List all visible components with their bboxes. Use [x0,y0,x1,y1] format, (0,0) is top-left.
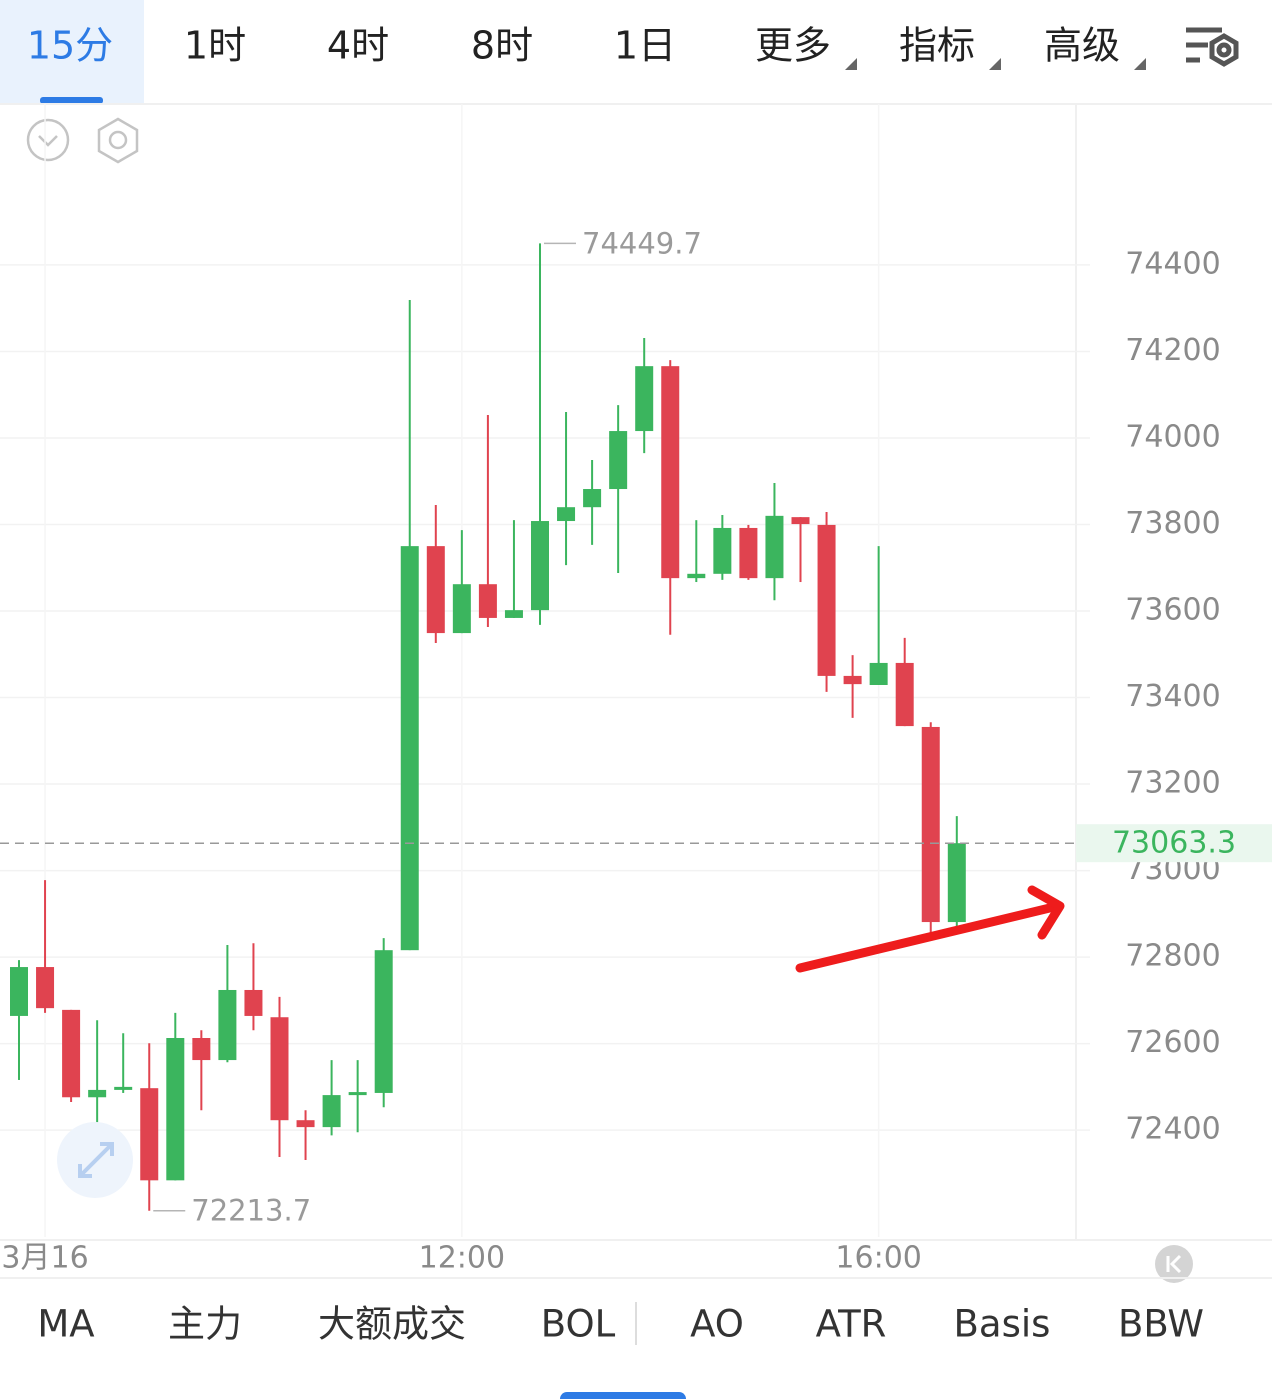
last-price-box [1076,824,1272,863]
candle-body [609,431,628,490]
y-tick-label: 73800 [1125,506,1220,541]
indicator-tabs: MA 主力 大额成交 BOL AO ATR Basis BBW [37,1303,1204,1346]
indicator-tab[interactable]: BOL [541,1303,616,1346]
timeframe-tab[interactable]: 8时 [471,24,533,68]
candle-body [713,527,732,574]
x-tick-label: 3月16 [1,1241,88,1276]
indicator-tab[interactable]: 主力 [168,1303,242,1346]
candle-body [687,573,706,579]
selected-tab-bg [0,0,144,104]
indicator-tab[interactable]: ATR [816,1303,887,1346]
candle-body [348,1092,367,1096]
candle-body [426,546,445,634]
plot: 74449.7 72213.7 73063.3 [0,226,1272,1228]
candle-body [192,1038,211,1061]
candle-body [140,1088,159,1181]
indicator-tab[interactable]: Basis [954,1303,1051,1346]
candle-body [869,662,888,685]
timeframe-tab[interactable]: 1日 [614,24,676,68]
x-tick-label: 16:00 [835,1241,921,1276]
low-label: 72213.7 [191,1194,311,1228]
candle-body [843,675,862,685]
y-tick-label: 74200 [1125,333,1220,368]
indicator-tab[interactable]: AO [690,1303,744,1346]
candle-body [10,967,28,1016]
y-tick-label: 72800 [1125,939,1220,974]
candle-body [166,1038,185,1181]
candle-body [374,950,393,1093]
candle-body [661,366,680,579]
candle-body [452,584,471,634]
candle-body [218,989,237,1061]
candle-body [270,1017,289,1121]
candle-body [531,521,549,611]
home-indicator [560,1392,686,1399]
candle-body [244,989,263,1016]
x-tick-label: 12:00 [419,1241,505,1276]
y-tick-label: 74000 [1125,419,1220,454]
y-tick-label: 74400 [1125,246,1220,281]
candle-body [504,610,523,618]
y-tick-label: 73400 [1125,679,1220,714]
candle-body [817,524,836,676]
timeframe-tabs: 15分 1时 4时 8时 1日 更多 指标 高级 [27,24,1146,70]
indicator-tab[interactable]: BBW [1118,1303,1204,1346]
candle-body [765,515,784,579]
candle-body [895,662,914,727]
candle-body [88,1089,107,1098]
candle-body [739,527,758,579]
timeframe-tab[interactable]: 1时 [184,24,246,68]
candle-body [478,584,497,618]
candle-body [400,546,419,951]
indicator-tab[interactable]: 大额成交 [318,1303,466,1346]
red-arrow [795,885,1065,973]
dropdown-caret [989,58,1001,70]
candle-body [322,1095,341,1128]
candle-body [921,726,940,923]
y-tick-label: 72400 [1125,1112,1220,1147]
dropdown-caret [845,58,857,70]
collapse-icon[interactable] [26,118,70,162]
settings-icon[interactable] [1186,27,1239,67]
menu-tab[interactable]: 高级 [1044,24,1120,68]
dropdown-caret [1134,58,1146,70]
last-price-label: 73063.3 [1112,826,1236,861]
indicator-tab[interactable]: MA [37,1303,94,1346]
settings-hex-icon[interactable] [97,117,139,164]
candle-body [557,507,576,522]
candle-body [36,967,55,1009]
selected-tab-underline [40,97,103,104]
expand-button[interactable] [57,1122,133,1198]
candle-body [791,517,810,525]
timeframe-tab[interactable]: 4时 [327,24,389,68]
y-tick-label: 73600 [1125,593,1220,628]
scroll-latest-button[interactable] [1155,1245,1193,1283]
y-tick-label: 73200 [1125,766,1220,801]
candle-body [635,366,654,432]
candle-body [296,1120,315,1128]
candle-body [583,489,602,508]
candle-body [947,843,966,923]
menu-tab[interactable]: 指标 [899,24,975,68]
candle-body [62,1009,81,1098]
y-tick-label: 72600 [1125,1025,1220,1060]
grid: 7240072600728007300073200734007360073800… [0,104,1221,1276]
menu-tab[interactable]: 更多 [755,24,831,68]
high-label: 74449.7 [582,226,702,260]
timeframe-tab[interactable]: 15分 [27,24,113,68]
candle-body [114,1086,133,1090]
